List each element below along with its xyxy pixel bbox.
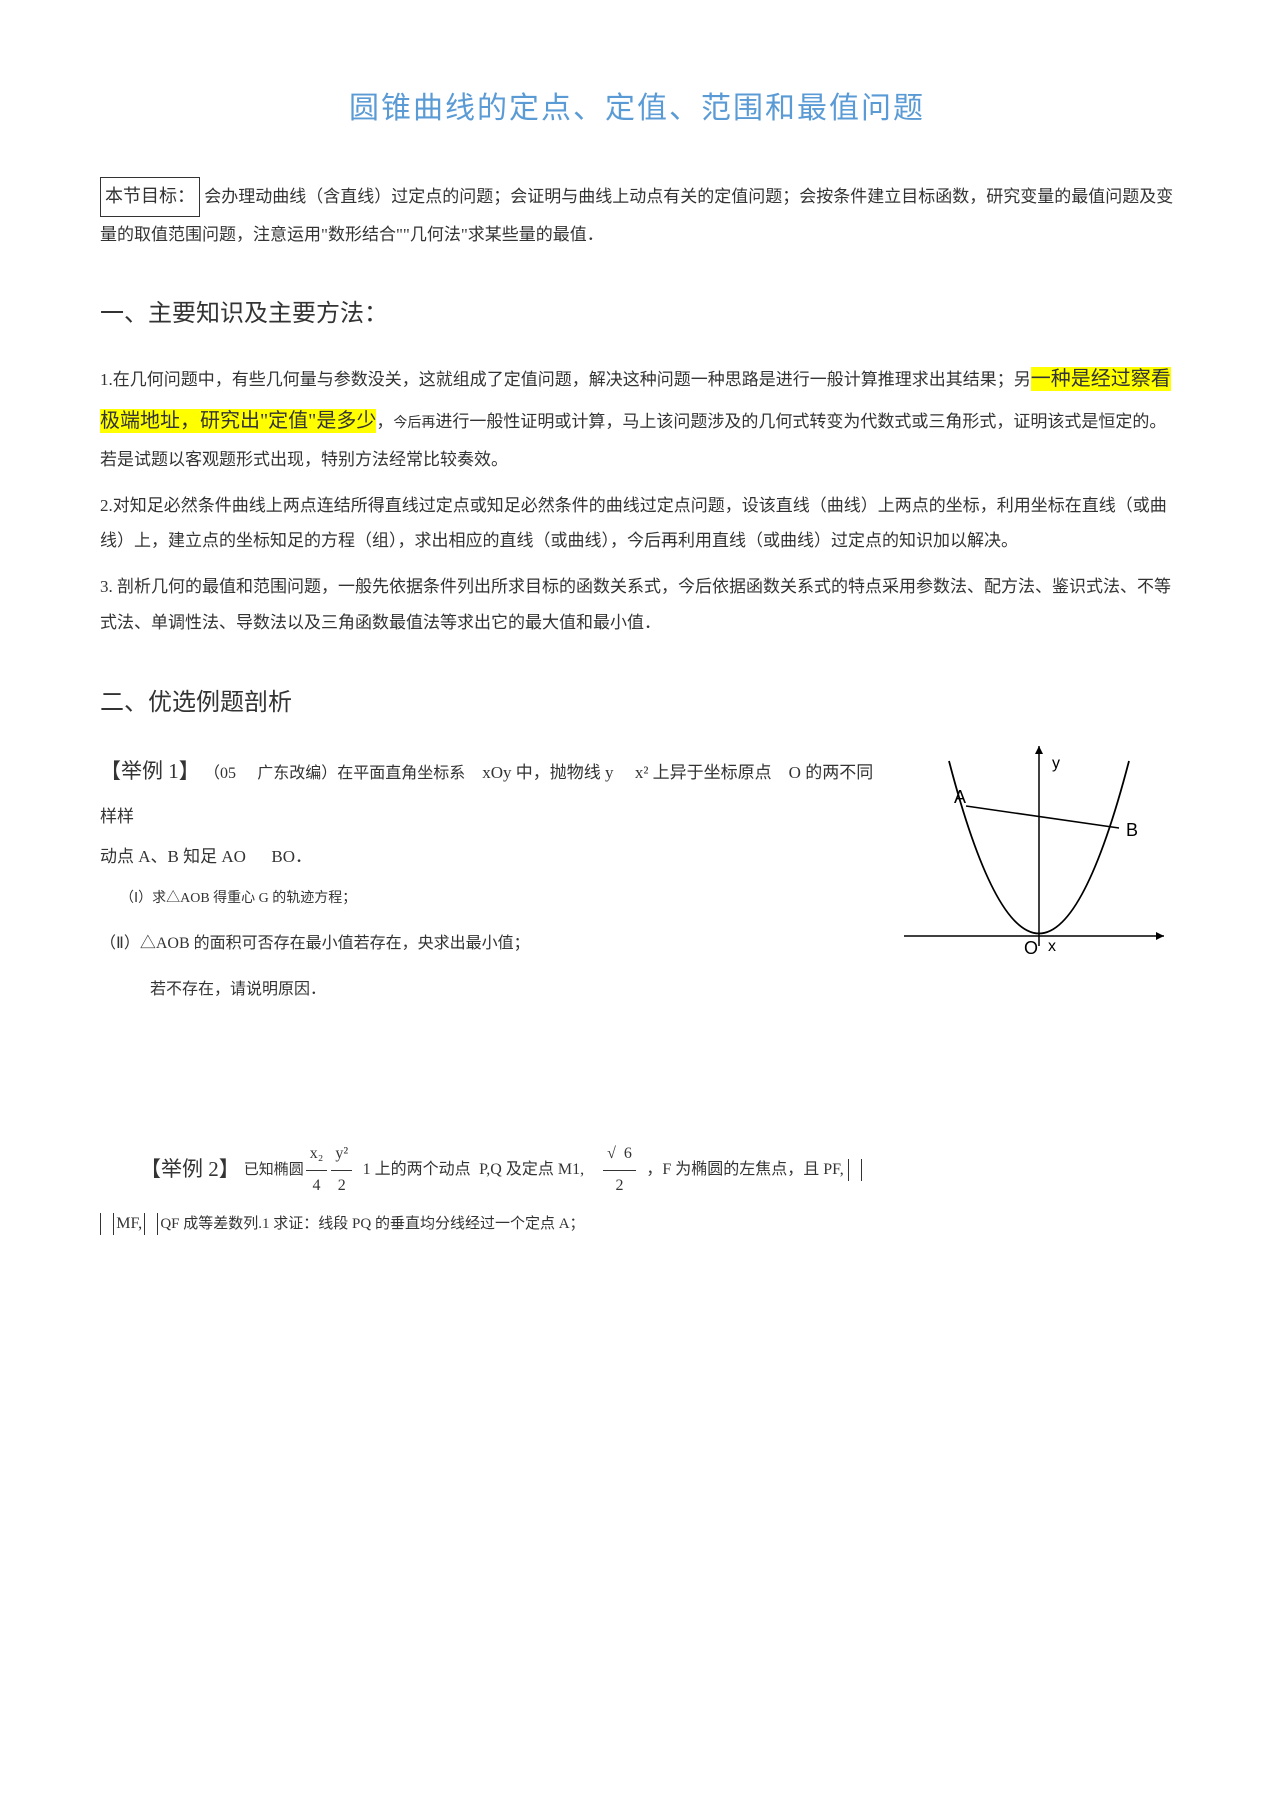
item3-text: 剖析几何的最值和范围问题，一般先依据条件列出所求目标的函数关系式，今后依据函数关…	[100, 577, 1171, 632]
example2-mid3: ，F 为椭圆的左焦点，且 PF,	[646, 1155, 843, 1185]
frac1-den: 4	[309, 1171, 325, 1201]
goal-paragraph: 本节目标： 会办理动曲线（含直线）过定点的问题；会证明与曲线上动点有关的定值问题…	[100, 177, 1174, 252]
example2-frac2: y² 2	[331, 1139, 352, 1201]
example1-sub2: （Ⅱ）△AOB 的面积可否存在最小值若存在，央求出最小值；	[100, 925, 884, 963]
frac2-num: y²	[331, 1139, 352, 1170]
example1-label: 【举例 1】	[100, 759, 200, 783]
example2: 【举例 2】 已知椭圆 x₂ 4 y² 2 1 上的两个动点 P,Q 及定点 M…	[100, 1139, 1174, 1239]
item1-small: 今后再	[393, 416, 435, 431]
example2-line2-a: MF,	[116, 1209, 142, 1239]
example1-line2: 动点 A、B 知足 AO BO．	[100, 837, 884, 878]
example2-pre: 已知椭圆	[244, 1156, 304, 1185]
example1-sub1: （Ⅰ）求△AOB 得重心 G 的轨迹方程；	[120, 886, 884, 913]
example2-line1: 【举例 2】 已知椭圆 x₂ 4 y² 2 1 上的两个动点 P,Q 及定点 M…	[140, 1139, 1174, 1201]
diagram-label-y: y	[1052, 755, 1060, 772]
parabola-diagram: A B x O y	[894, 736, 1174, 987]
example2-label: 【举例 2】	[140, 1150, 240, 1190]
frac1-num: x₂	[306, 1139, 328, 1170]
example1-line2-a: 动点 A、B 知足 AO	[100, 847, 246, 866]
example2-frac3: √ 6 2	[603, 1139, 636, 1201]
item2-prefix: 2.	[100, 496, 113, 515]
diagram-label-A: A	[954, 787, 966, 807]
example2-frac1: x₂ 4	[306, 1139, 328, 1201]
example1-source: （05	[204, 765, 236, 782]
example1: 【举例 1】 （05 广东改编）在平面直角坐标系 xOy 中，抛物线 y x² …	[100, 746, 1174, 1009]
example2-line2-b: QF 成等差数列.1 求证：线段 PQ 的垂直均分线经过一个定点 A；	[160, 1210, 584, 1239]
abs-bar3	[144, 1213, 158, 1235]
abs-bar1	[848, 1159, 862, 1181]
goal-label-box: 本节目标：	[100, 177, 200, 217]
example1-line2-b: BO．	[271, 847, 312, 866]
example1-context: xOy 中，抛物线 y	[482, 763, 613, 782]
section2-heading: 二、优选例题剖析	[100, 681, 1174, 727]
example2-line2: MF, QF 成等差数列.1 求证：线段 PQ 的垂直均分线经过一个定点 A；	[100, 1209, 1174, 1239]
example2-mid2: P,Q 及定点 M1,	[479, 1155, 584, 1185]
item2-text: 对知足必然条件曲线上两点连结所得直线过定点或知足必然条件的曲线过定点问题，设该直…	[100, 496, 1167, 551]
example1-eq: x² 上异于坐标原点	[635, 763, 772, 782]
diagram-label-x: x	[1048, 938, 1056, 955]
goal-text: 会办理动曲线（含直线）过定点的问题；会证明与曲线上动点有关的定值问题；会按条件建…	[100, 187, 1173, 244]
example1-source2: 广东改编）在平面直角坐标系	[257, 765, 465, 782]
page-title: 圆锥曲线的定点、定值、范围和最值问题	[100, 80, 1174, 137]
item3: 3. 剖析几何的最值和范围问题，一般先依据条件列出所求目标的函数关系式，今后依据…	[100, 569, 1174, 640]
frac3-num: √ 6	[603, 1139, 636, 1170]
frac2-den: 2	[334, 1171, 350, 1201]
example2-mid1: 1 上的两个动点	[363, 1155, 471, 1185]
abs-bar2	[100, 1213, 114, 1235]
item2: 2.对知足必然条件曲线上两点连结所得直线过定点或知足必然条件的曲线过定点问题，设…	[100, 488, 1174, 559]
section1-heading: 一、主要知识及主要方法：	[100, 292, 1174, 338]
item1-before: 在几何问题中，有些几何量与参数没关，这就组成了定值问题，解决这种问题一种思路是进…	[113, 370, 1031, 389]
example1-line1: 【举例 1】 （05 广东改编）在平面直角坐标系 xOy 中，抛物线 y x² …	[100, 746, 884, 837]
frac3-den: 2	[611, 1171, 627, 1201]
example1-sub3: 若不存在，请说明原因．	[150, 971, 884, 1009]
item3-prefix: 3.	[100, 577, 117, 596]
item1-after: ，	[376, 412, 393, 431]
item1-prefix: 1.	[100, 370, 113, 389]
item1: 1.在几何问题中，有些几何量与参数没关，这就组成了定值问题，解决这种问题一种思路…	[100, 358, 1174, 478]
diagram-label-O: O	[1024, 938, 1038, 958]
diagram-label-B: B	[1126, 820, 1138, 840]
